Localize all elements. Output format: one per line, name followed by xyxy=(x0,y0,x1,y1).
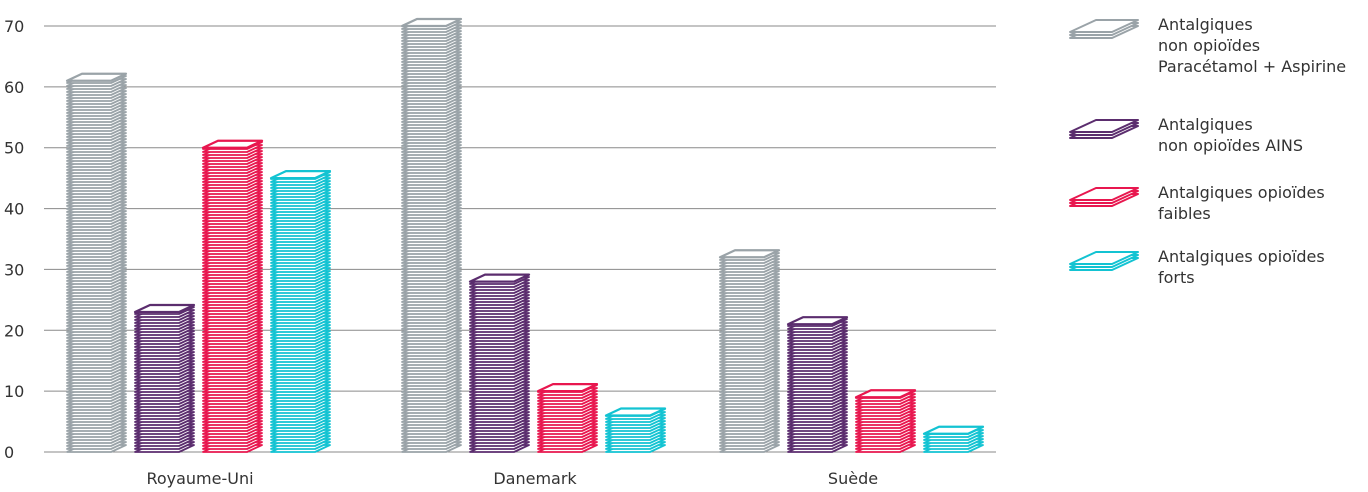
bar: Antalgiques opioïdes forts – Suède: 3 xyxy=(922,425,985,453)
legend-label: faibles xyxy=(1158,204,1211,223)
bar: Antalgiques non opioïdes Paracétamol + A… xyxy=(718,249,781,453)
legend-swatch xyxy=(1069,19,1139,39)
y-tick-label: 10 xyxy=(4,382,24,401)
bar: Antalgiques non opioïdes Paracétamol + A… xyxy=(400,17,463,453)
legend-item: Antalgiques non opioïdes Paracétamol + Asp… xyxy=(1069,15,1346,76)
legend-label: Antalgiques xyxy=(1158,15,1253,34)
legend-label: Antalgiques opioïdes xyxy=(1158,247,1325,266)
legend-label: non opioïdes AINS xyxy=(1158,136,1303,155)
legend-swatch xyxy=(1069,119,1139,139)
legend: Antalgiques non opioïdes Paracétamol + Asp… xyxy=(1069,15,1346,287)
y-tick-label: 20 xyxy=(4,321,24,340)
bar: Antalgiques non opioïdes Paracétamol + A… xyxy=(65,72,128,453)
bar: Antalgiques opioïdes faibles – Danemark:… xyxy=(536,383,599,453)
x-axis: Royaume-Uni Danemark Suède xyxy=(146,469,878,488)
bar: Antalgiques opioïdes forts – Royaume-Uni… xyxy=(269,170,332,453)
bar: Antalgiques opioïdes faibles – Royaume-U… xyxy=(201,139,264,453)
y-tick-label: 40 xyxy=(4,200,24,219)
y-axis: 0 10 20 30 40 50 60 70 xyxy=(4,17,24,462)
bar: Antalgiques non opioïdes AINS – Royaume-… xyxy=(133,303,196,453)
legend-swatch xyxy=(1069,251,1139,271)
x-tick-label: Suède xyxy=(828,469,878,488)
y-tick-label: 0 xyxy=(4,443,14,462)
bar: Antalgiques opioïdes forts – Danemark: 6 xyxy=(604,407,667,453)
legend-label: Antalgiques opioïdes xyxy=(1158,183,1325,202)
bar: Antalgiques opioïdes faibles – Suède: 9 xyxy=(854,389,917,453)
legend-swatch xyxy=(1069,187,1139,207)
legend-label: Paracétamol + Aspirine xyxy=(1158,57,1346,76)
legend-label: non opioïdes xyxy=(1158,36,1260,55)
bar: Antalgiques non opioïdes AINS – Danemark… xyxy=(468,273,531,453)
x-tick-label: Royaume-Uni xyxy=(146,469,253,488)
y-tick-label: 30 xyxy=(4,260,24,279)
bar: Antalgiques non opioïdes AINS – Suède: 2… xyxy=(786,316,849,453)
y-tick-label: 70 xyxy=(4,17,24,36)
legend-item: Antalgiques opioïdes faibles xyxy=(1069,183,1325,223)
legend-item: Antalgiques non opioïdes AINS xyxy=(1069,115,1303,155)
bars: Antalgiques non opioïdes Paracétamol + A… xyxy=(65,17,985,453)
legend-item: Antalgiques opioïdes forts xyxy=(1069,247,1325,287)
y-tick-label: 60 xyxy=(4,78,24,97)
y-tick-label: 50 xyxy=(4,139,24,158)
legend-label: Antalgiques xyxy=(1158,115,1253,134)
legend-label: forts xyxy=(1158,268,1195,287)
x-tick-label: Danemark xyxy=(493,469,577,488)
